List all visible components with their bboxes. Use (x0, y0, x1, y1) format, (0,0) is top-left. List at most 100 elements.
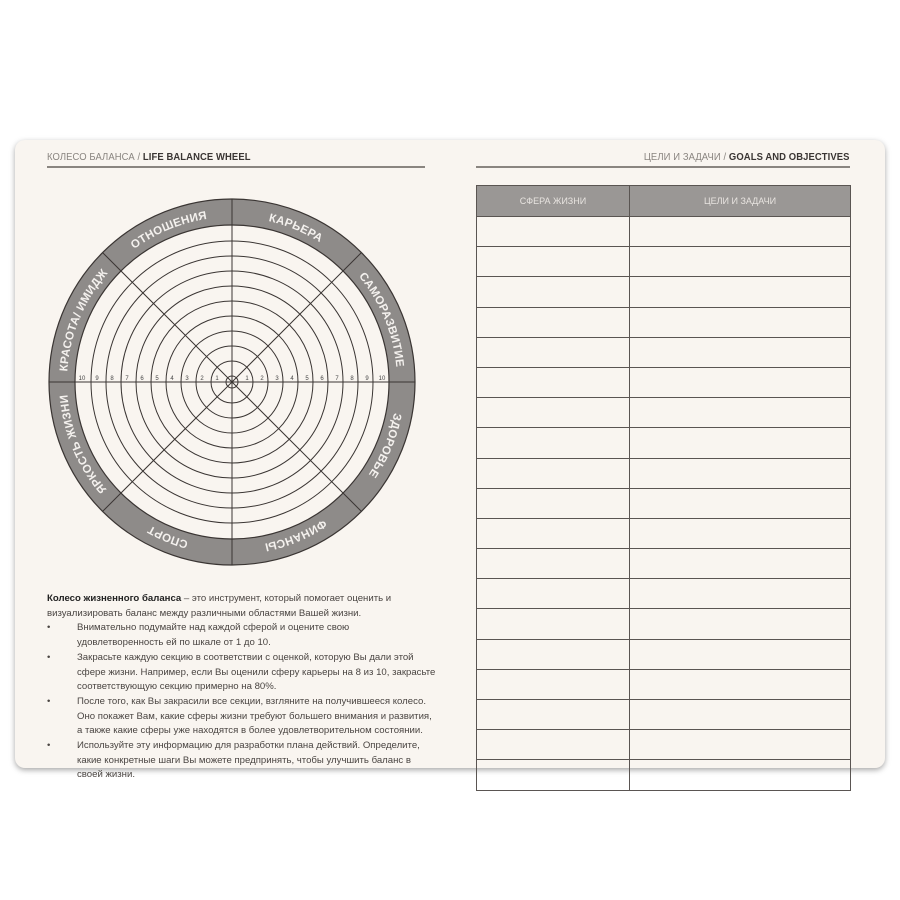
scale-label: 4 (170, 376, 174, 382)
life-area-cell[interactable] (476, 276, 630, 308)
scale-label: 5 (305, 376, 309, 382)
table-row (476, 638, 851, 670)
left-header-rule (47, 166, 425, 168)
description-intro-text: – это инструмент, который помогает оцени… (47, 593, 392, 619)
scale-label: 10 (79, 376, 86, 382)
instruction-item: Используйте эту информацию для разработк… (47, 739, 437, 783)
scale-label: 2 (260, 376, 264, 382)
table-row (476, 366, 851, 399)
goals-cell[interactable] (629, 457, 851, 489)
goals-cell[interactable] (629, 427, 851, 459)
scale-label: 2 (200, 376, 204, 382)
table-row (476, 517, 851, 550)
scale-label: 4 (290, 376, 294, 382)
table-row (476, 729, 851, 761)
column-header-life-area: СФЕРА ЖИЗНИ (476, 185, 630, 217)
life-area-cell[interactable] (476, 487, 630, 519)
instruction-item: Закрасьте каждую секцию в соответствии с… (47, 651, 437, 695)
goals-cell[interactable] (629, 487, 851, 519)
life-area-cell[interactable] (476, 366, 630, 399)
description-intro: Колесо жизненного баланса – это инструме… (47, 592, 437, 621)
sector-divider (102, 252, 233, 383)
table-row (476, 548, 851, 580)
header-ru: КОЛЕСО БАЛАНСА / (47, 151, 141, 163)
goals-table: СФЕРА ЖИЗНИ ЦЕЛИ И ЗАДАЧИ (476, 185, 851, 791)
scale-label: 3 (185, 376, 189, 382)
sector-divider (102, 381, 233, 512)
table-row (476, 608, 851, 640)
life-area-cell[interactable] (476, 698, 630, 731)
instruction-list: Внимательно подумайте над каждой сферой … (47, 621, 437, 783)
table-row (476, 759, 851, 791)
scale-label: 10 (379, 376, 386, 382)
goals-cell[interactable] (629, 397, 851, 429)
wheel-description: Колесо жизненного баланса – это инструме… (47, 592, 437, 783)
goals-cell[interactable] (629, 608, 851, 640)
table-row (476, 457, 851, 489)
scale-label: 9 (95, 376, 99, 382)
life-area-cell[interactable] (476, 336, 630, 368)
table-row (476, 668, 851, 701)
goals-cell[interactable] (629, 668, 851, 701)
table-row (476, 246, 851, 278)
right-page-header: ЦЕЛИ И ЗАДАЧИ / GOALS AND OBJECTIVES (644, 151, 850, 163)
instruction-item: Внимательно подумайте над каждой сферой … (47, 621, 437, 650)
goals-cell[interactable] (629, 336, 851, 368)
scale-label: 3 (275, 376, 279, 382)
scale-label: 6 (140, 376, 144, 382)
life-area-cell[interactable] (476, 759, 630, 791)
goals-cell[interactable] (629, 759, 851, 791)
life-area-cell[interactable] (476, 608, 630, 640)
scale-label: 8 (110, 376, 114, 382)
goals-cell[interactable] (629, 276, 851, 308)
life-area-cell[interactable] (476, 306, 630, 338)
life-area-cell[interactable] (476, 517, 630, 550)
life-area-cell[interactable] (476, 397, 630, 429)
header-en: LIFE BALANCE WHEEL (142, 151, 251, 163)
life-area-cell[interactable] (476, 427, 630, 459)
life-area-cell[interactable] (476, 246, 630, 278)
life-area-cell[interactable] (476, 457, 630, 489)
right-header-rule (476, 166, 850, 168)
life-area-cell[interactable] (476, 215, 630, 248)
life-area-cell[interactable] (476, 729, 630, 761)
scale-label: 1 (215, 376, 219, 382)
goals-cell[interactable] (629, 517, 851, 550)
life-area-cell[interactable] (476, 668, 630, 701)
header-en: GOALS AND OBJECTIVES (729, 151, 850, 163)
scale-label: 6 (320, 376, 324, 382)
goals-cell[interactable] (629, 698, 851, 731)
life-area-cell[interactable] (476, 638, 630, 670)
table-row (476, 397, 851, 429)
sector-divider (231, 381, 362, 512)
table-row (476, 578, 851, 610)
table-row (476, 215, 851, 248)
life-area-cell[interactable] (476, 578, 630, 610)
goals-cell[interactable] (629, 578, 851, 610)
scale-label: 9 (365, 376, 369, 382)
table-row (476, 276, 851, 308)
table-row (476, 306, 851, 338)
sector-divider (231, 252, 362, 383)
goals-cell[interactable] (629, 729, 851, 761)
scale-label: 7 (335, 376, 339, 382)
description-title: Колесо жизненного баланса (47, 593, 182, 604)
table-row (476, 336, 851, 368)
column-header-goals: ЦЕЛИ И ЗАДАЧИ (629, 185, 851, 217)
scale-label: 5 (155, 376, 159, 382)
life-area-cell[interactable] (476, 548, 630, 580)
goals-cell[interactable] (629, 246, 851, 278)
goals-cell[interactable] (629, 215, 851, 248)
goals-cell[interactable] (629, 638, 851, 670)
scale-label: 1 (245, 376, 249, 382)
goals-cell[interactable] (629, 548, 851, 580)
left-page-header: КОЛЕСО БАЛАНСА / LIFE BALANCE WHEEL (47, 151, 251, 163)
goals-cell[interactable] (629, 306, 851, 338)
header-ru: ЦЕЛИ И ЗАДАЧИ / (644, 151, 727, 163)
table-row (476, 427, 851, 459)
scale-label: 8 (350, 376, 354, 382)
table-row (476, 698, 851, 731)
goals-cell[interactable] (629, 366, 851, 399)
scale-label: 7 (125, 376, 129, 382)
